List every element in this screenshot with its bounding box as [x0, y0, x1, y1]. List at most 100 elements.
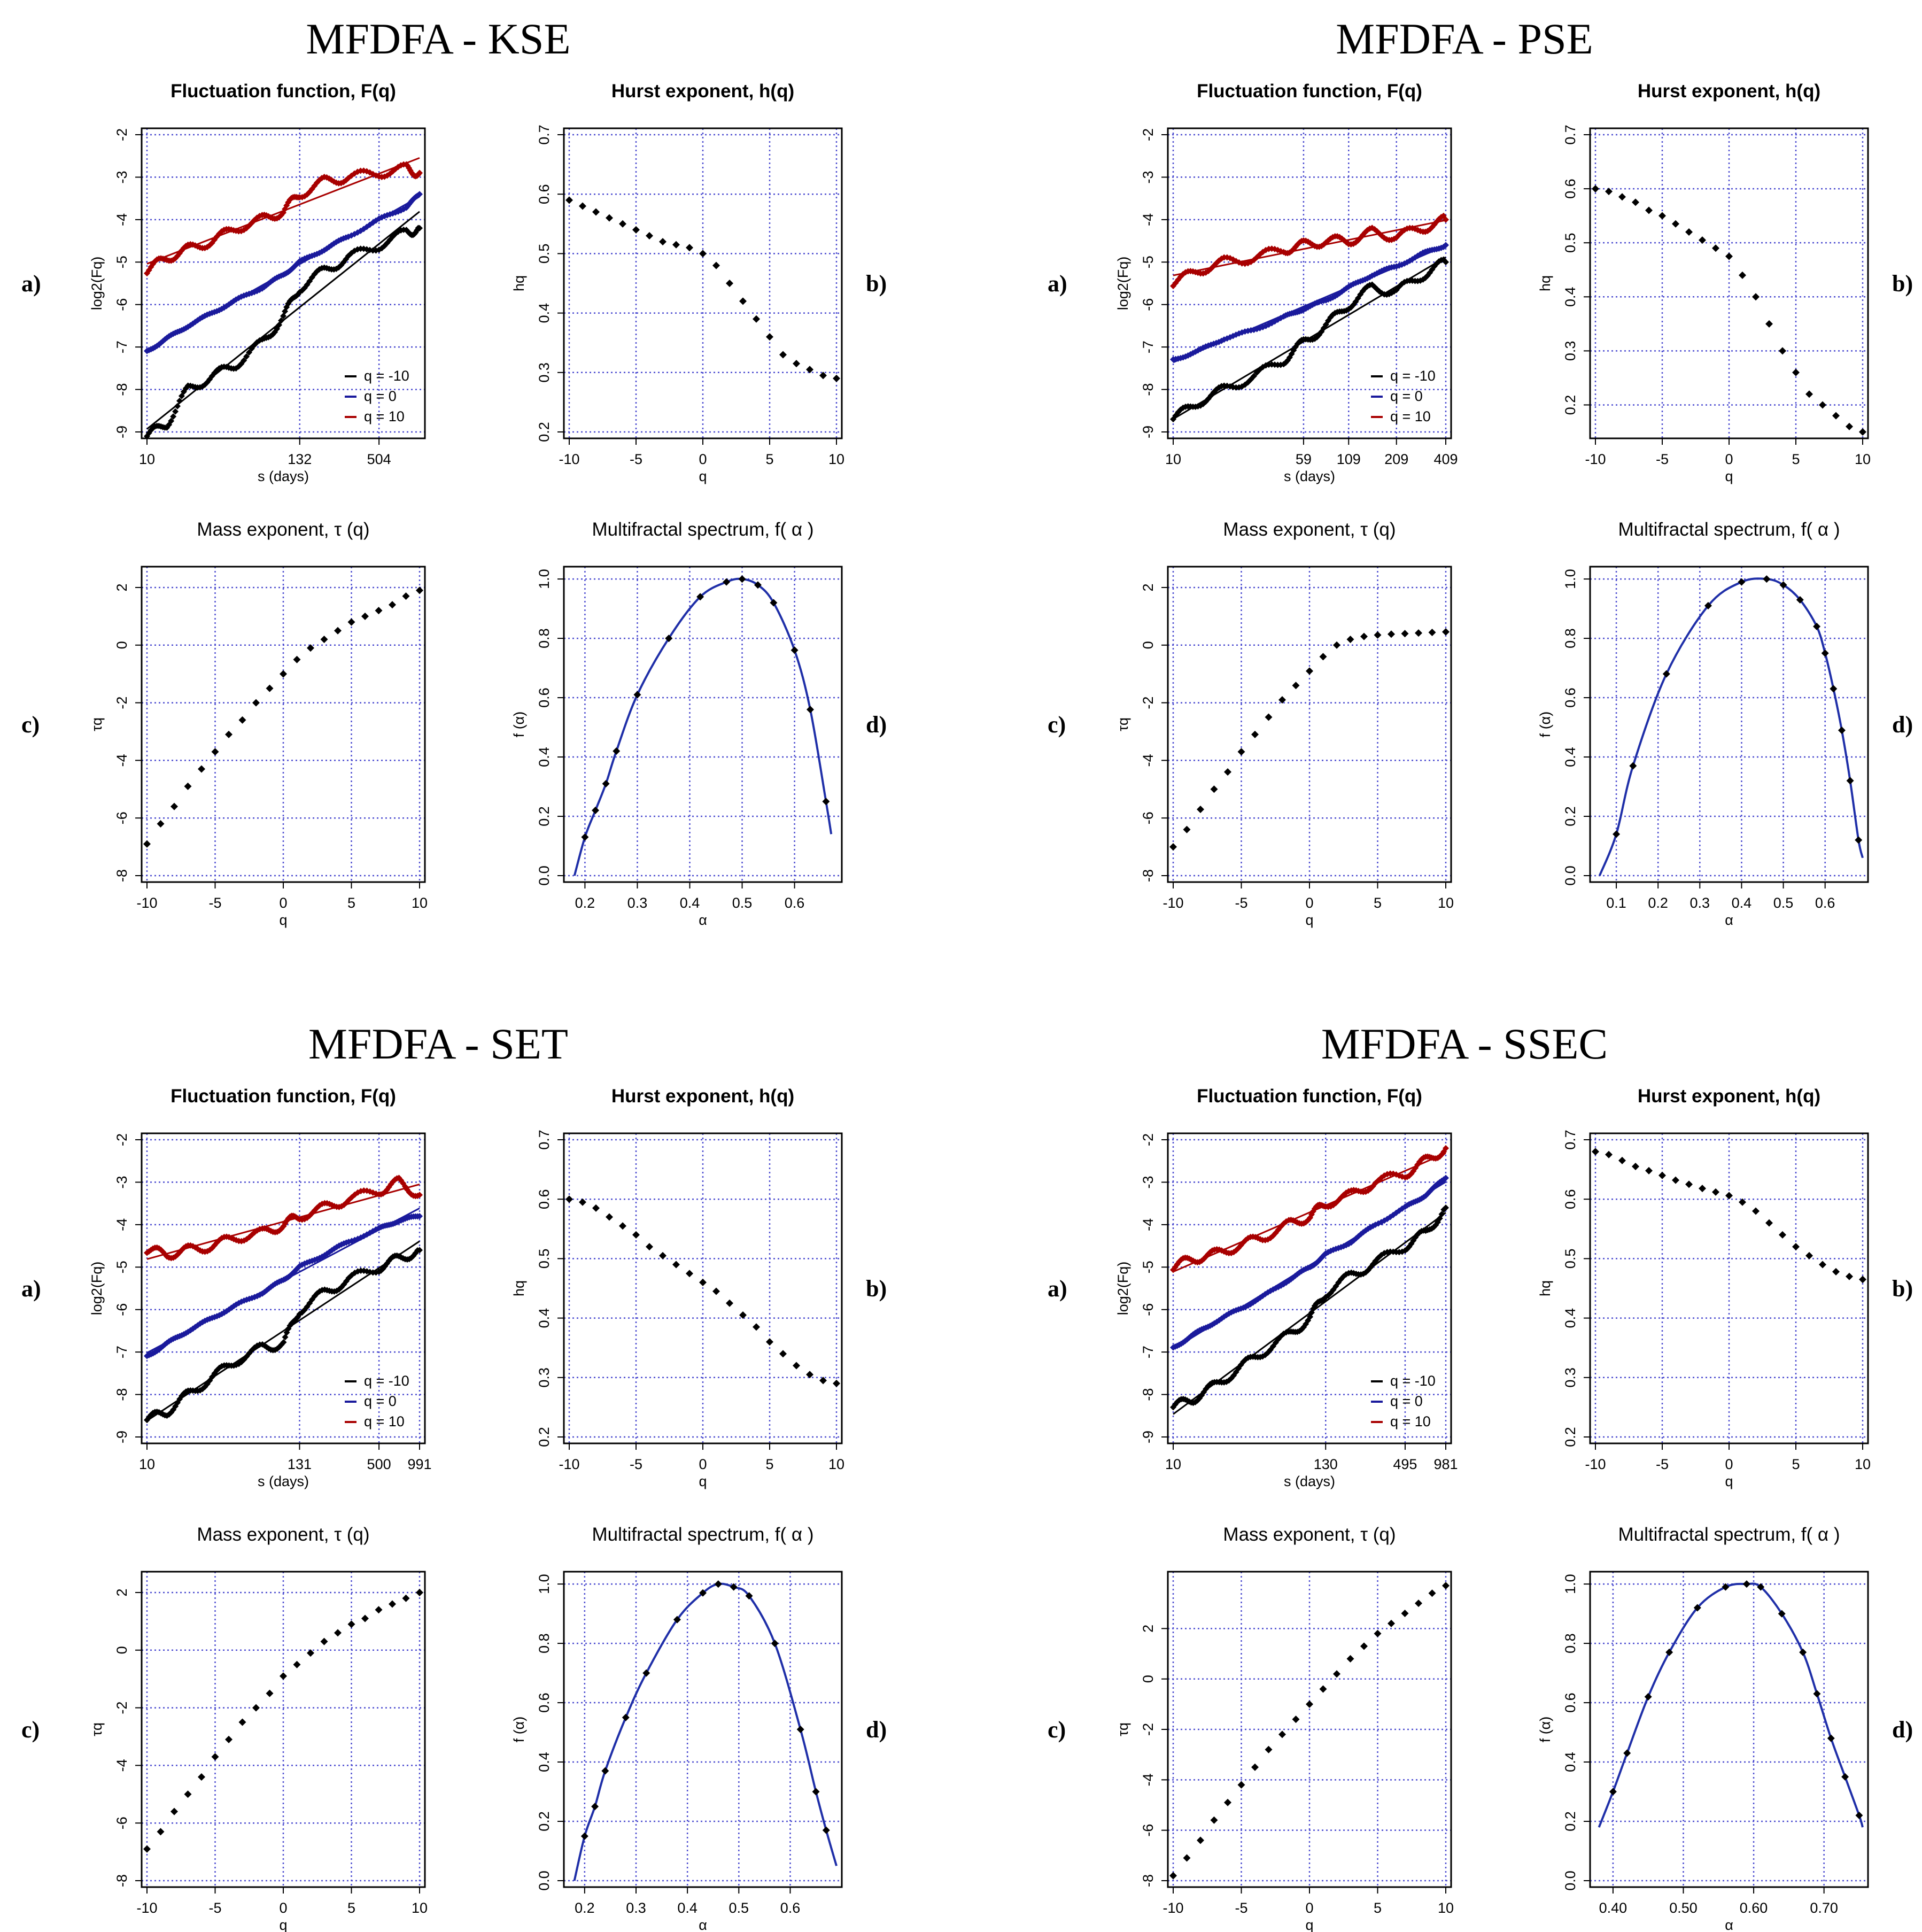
fluct-point [1414, 1161, 1421, 1168]
hurst-point [739, 1311, 747, 1319]
hurst-point [766, 1338, 773, 1346]
y-tick-label: 0.0 [536, 865, 552, 886]
plot-frame [563, 566, 843, 883]
y-tick-label: -8 [114, 383, 130, 396]
hurst-point [819, 372, 827, 380]
fluct-point [1238, 329, 1245, 336]
x-tick-label: 0 [279, 895, 287, 911]
mass-point [1360, 1642, 1368, 1650]
panel-title: Fluctuation function, F(q) [1197, 81, 1422, 102]
fluct-point [276, 321, 283, 328]
spectrum-point [790, 646, 799, 654]
mass-point [238, 716, 246, 724]
fluct-point [1203, 1386, 1210, 1393]
fluct-point [1226, 1377, 1233, 1384]
fluct-point [1190, 1257, 1197, 1264]
spectrum-point [1855, 836, 1863, 844]
hurst-point [1618, 1156, 1626, 1164]
spectrum-point [771, 1640, 779, 1648]
mass-point [198, 765, 205, 773]
x-tick-label: -5 [208, 1900, 221, 1916]
fluct-point [1216, 1317, 1223, 1324]
fluct-point [1233, 1369, 1239, 1375]
y-tick-label: 0.6 [1562, 1189, 1578, 1209]
x-axis-label: s (days) [258, 1473, 309, 1489]
y-tick-label: -5 [1140, 256, 1156, 268]
x-tick-label: 0.5 [1773, 895, 1794, 911]
spectrum-point [723, 578, 731, 586]
fluct-point [1424, 228, 1431, 235]
hurst-point [726, 280, 733, 287]
panel-letter-d: d) [866, 712, 887, 738]
fluct-point [1172, 280, 1179, 287]
fluct-point [1250, 373, 1257, 380]
x-tick-label: 5 [347, 895, 355, 911]
mass-point [1428, 629, 1436, 637]
hurst-point [712, 261, 720, 269]
spectrum-point [1846, 777, 1854, 785]
mass-point [1224, 1798, 1231, 1806]
hurst-point [1819, 401, 1826, 409]
spectrum-point [1779, 581, 1787, 589]
spectrum-point [1662, 670, 1670, 678]
fluct-point [326, 1248, 333, 1255]
y-tick-label: -6 [114, 812, 130, 824]
fluct-point [1223, 1378, 1230, 1385]
mass-point [347, 618, 355, 626]
y-tick-label: 0.3 [536, 362, 552, 383]
fluct-point [156, 1346, 162, 1353]
fluct-point [1409, 225, 1416, 231]
mass-point [225, 730, 232, 738]
x-tick-label: -10 [136, 1900, 157, 1916]
x-tick-label: 0.6 [1815, 895, 1835, 911]
x-tick-label: -5 [208, 895, 221, 911]
fluct-point [1187, 351, 1194, 358]
x-tick-label: 0.2 [575, 895, 595, 911]
fluct-point [1327, 1203, 1334, 1210]
fluct-point [1414, 252, 1421, 259]
x-tick-label: 131 [288, 1456, 312, 1472]
fluct-point [1305, 304, 1312, 311]
hurst-point [819, 1377, 827, 1385]
x-axis-label: α [699, 1917, 707, 1932]
fluct-point [1235, 1306, 1242, 1313]
fluct-point [1309, 1305, 1316, 1312]
fluct-point [1443, 259, 1449, 266]
plots-layer: MFDFA - KSE 10 132 504 -9 -8 -7 -6 -5 -4 -3 -2 s (da… [21, 14, 1913, 1932]
fluct-point [1269, 1343, 1276, 1350]
mass-point [1265, 713, 1273, 721]
hurst-point [1792, 1243, 1800, 1251]
fluct-point [1185, 1334, 1192, 1341]
fluct-point [1396, 283, 1402, 290]
y-tick-label: 0.2 [1562, 806, 1578, 826]
fluct-point [288, 1320, 295, 1327]
fluct-point [306, 1212, 313, 1219]
y-tick-label: 2 [1140, 1625, 1156, 1633]
mass-point [1265, 1745, 1273, 1753]
mass-point [361, 1614, 369, 1622]
spectrum-point [1629, 762, 1637, 770]
plot-frame [1167, 1132, 1452, 1444]
fluct-point [1414, 1231, 1421, 1238]
hurst-point [766, 333, 773, 341]
fluct-point [1262, 246, 1269, 253]
spectrum-point [1757, 1583, 1765, 1591]
y-tick-label: 0.5 [1562, 233, 1578, 253]
fluct-point [164, 1339, 170, 1346]
fluct-point [1230, 1372, 1237, 1379]
hurst-point [806, 366, 813, 374]
y-tick-label: -4 [1140, 213, 1156, 226]
y-axis-label: f (α) [511, 712, 527, 738]
fluct-point [1207, 265, 1214, 272]
hurst-point [1832, 412, 1840, 420]
fluct-point [280, 1339, 287, 1346]
x-tick-label: 0 [1305, 895, 1313, 911]
fluct-point [1205, 342, 1212, 349]
y-axis-label: τq [89, 1722, 105, 1736]
mass-point [1333, 641, 1340, 649]
hurst-point [565, 1195, 573, 1203]
panel-title: Mass exponent, τ (q) [197, 519, 369, 540]
fluct-point [1406, 1172, 1413, 1179]
fluct-point [1434, 1154, 1441, 1161]
